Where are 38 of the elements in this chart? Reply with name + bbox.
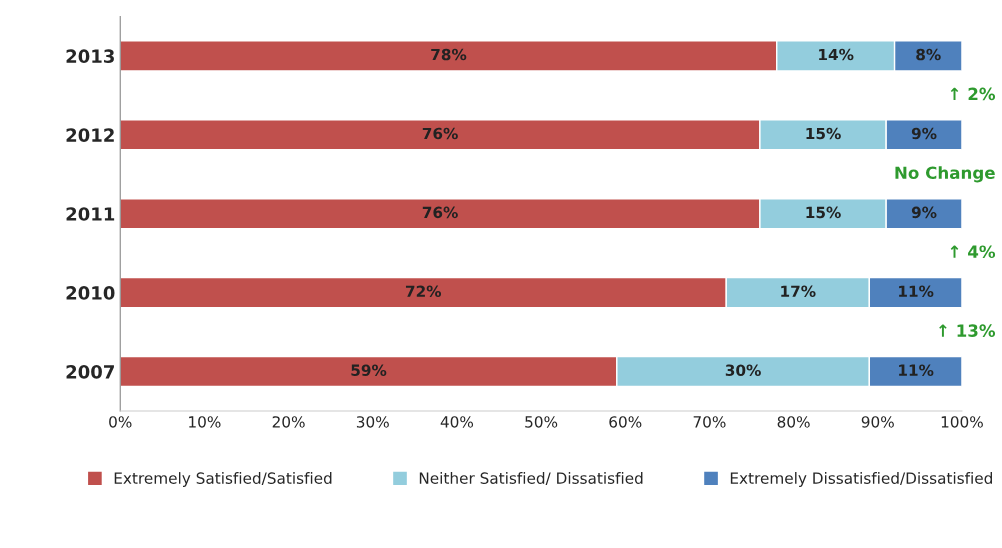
annotation: ↑ 2%	[950, 87, 996, 101]
data-label: 76%	[422, 206, 458, 219]
annotation: ↑ 13%	[939, 324, 996, 337]
data-label: 59%	[351, 364, 387, 376]
legend-label: Extremely Satisfied/Satisfied	[114, 472, 332, 487]
data-label: 17%	[781, 285, 816, 298]
data-label: 72%	[405, 285, 442, 298]
x-tick-label: 60%	[609, 416, 642, 428]
y-tick-label: 2013	[66, 49, 114, 64]
data-label: 15%	[806, 206, 841, 219]
x-tick-label: 20%	[272, 416, 305, 428]
x-tick-label: 0%	[109, 416, 132, 428]
y-tick-label: 2011	[66, 207, 115, 221]
data-label: 9%	[911, 206, 937, 219]
data-label: 11%	[899, 285, 934, 298]
data-label: 8%	[916, 48, 941, 61]
y-tick-label: 2010	[66, 286, 115, 300]
data-label: 15%	[806, 127, 841, 140]
x-tick-label: 90%	[861, 416, 894, 428]
x-tick-label: 70%	[693, 416, 726, 428]
data-label: 76%	[422, 127, 458, 140]
data-label: 11%	[899, 364, 934, 376]
data-label: 78%	[431, 48, 467, 61]
annotation: ↑ 4%	[950, 245, 996, 259]
x-tick-label: 80%	[777, 416, 810, 428]
data-label: 14%	[819, 48, 854, 61]
data-label: 9%	[911, 127, 937, 140]
legend-label: Neither Satisfied/ Dissatisfied	[419, 472, 643, 486]
x-tick-label: 30%	[356, 416, 389, 428]
x-tick-label: 10%	[189, 416, 221, 428]
annotation: No Change	[895, 166, 995, 183]
data-label: 30%	[725, 364, 761, 376]
y-tick-label: 2012	[66, 128, 114, 142]
x-tick-label: 100%	[941, 416, 983, 428]
x-tick-label: 40%	[440, 416, 474, 428]
y-tick-label: 2007	[66, 365, 114, 379]
x-tick-label: 50%	[525, 416, 558, 428]
legend-label: Extremely Dissatisfied/Dissatisfied	[730, 472, 992, 487]
